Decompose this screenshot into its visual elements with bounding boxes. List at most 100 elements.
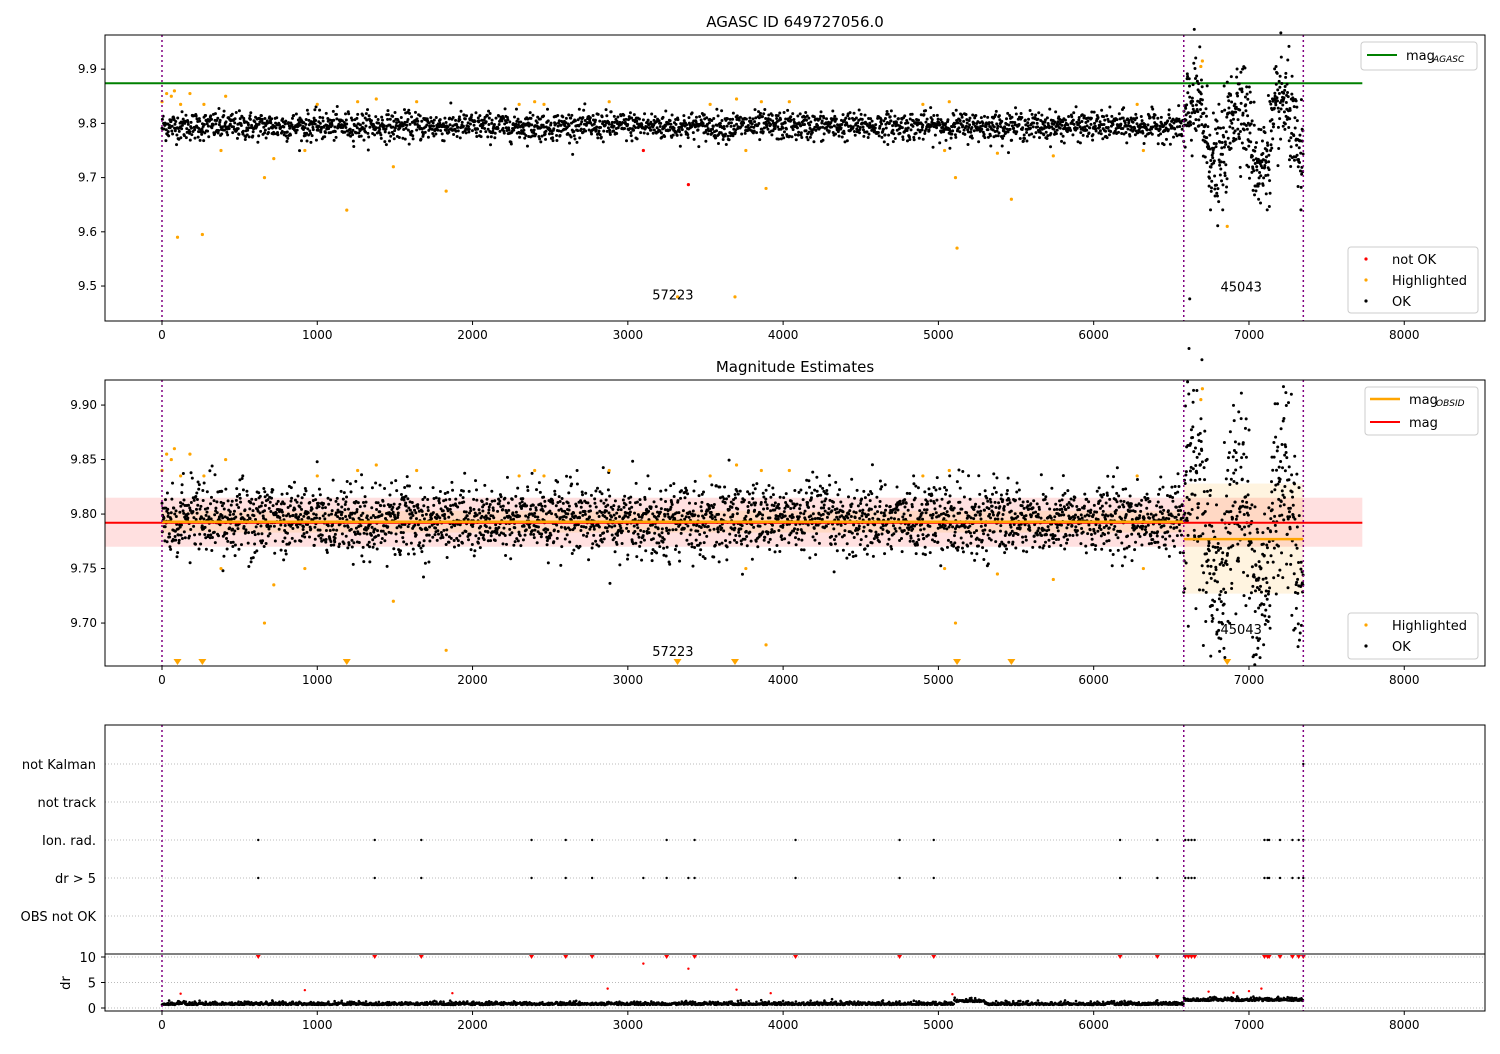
ok-point	[589, 509, 592, 512]
ok-point	[1223, 109, 1226, 112]
ok-point	[792, 128, 795, 131]
ok-point	[354, 480, 357, 483]
ok-point	[608, 511, 611, 514]
ok-point	[770, 133, 773, 136]
ok-point	[655, 551, 658, 554]
ok-point	[413, 524, 416, 527]
ok-point	[705, 513, 708, 516]
ok-point	[360, 473, 363, 476]
ok-point	[712, 125, 715, 128]
ok-point	[371, 526, 374, 529]
ok-point	[591, 542, 594, 545]
ok-point	[783, 111, 786, 114]
ok-point	[268, 507, 271, 510]
ok-point	[1276, 164, 1279, 167]
ok-point	[347, 112, 350, 115]
ok-point	[517, 539, 520, 542]
ok-point	[691, 111, 694, 114]
ok-point	[636, 526, 639, 529]
ok-point	[522, 538, 525, 541]
ok-point	[731, 513, 734, 516]
ok-point	[291, 124, 294, 127]
ok-point	[293, 481, 296, 484]
ok-point	[542, 114, 545, 117]
ok-point	[494, 132, 497, 135]
ok-point	[593, 497, 596, 500]
ok-point	[217, 534, 220, 537]
ok-point	[249, 517, 252, 520]
ok-point	[1188, 96, 1191, 99]
ok-point	[717, 114, 720, 117]
ok-point	[439, 118, 442, 121]
ok-point	[552, 127, 555, 130]
ok-point	[402, 540, 405, 543]
ok-point	[380, 541, 383, 544]
ok-point	[559, 500, 562, 503]
ok-point	[269, 501, 272, 504]
ok-point	[638, 545, 641, 548]
ok-point	[500, 119, 503, 122]
ok-point	[688, 502, 691, 505]
ok-point	[487, 123, 490, 126]
ok-point	[567, 491, 570, 494]
ok-point	[436, 529, 439, 532]
ok-point	[734, 496, 737, 499]
ok-point	[197, 488, 200, 491]
ok-point	[1284, 122, 1287, 125]
ok-point	[259, 511, 262, 514]
ok-point	[685, 515, 688, 518]
ok-point	[763, 108, 766, 111]
ok-point	[178, 539, 181, 542]
ok-point	[216, 511, 219, 514]
ok-point	[591, 547, 594, 550]
ok-point	[950, 137, 953, 140]
ok-point	[355, 117, 358, 120]
ok-point	[388, 493, 391, 496]
ok-point	[678, 551, 681, 554]
ok-point	[579, 529, 582, 532]
ok-point	[199, 542, 202, 545]
ok-point	[167, 130, 170, 133]
ok-point	[1090, 117, 1093, 120]
ok-point	[629, 111, 632, 114]
ok-point	[1118, 112, 1121, 115]
ok-point	[578, 516, 581, 519]
ok-point	[1250, 122, 1253, 125]
ok-point	[683, 527, 686, 530]
ok-point	[1227, 145, 1230, 148]
ok-point	[1197, 82, 1200, 85]
ok-point	[317, 502, 320, 505]
ok-point	[423, 496, 426, 499]
ok-point	[470, 114, 473, 117]
ok-point	[351, 119, 354, 122]
ok-point	[486, 135, 489, 138]
ok-point	[789, 115, 792, 118]
ok-point	[613, 115, 616, 118]
ok-point	[204, 526, 207, 529]
ok-point	[502, 505, 505, 508]
ok-point	[195, 115, 198, 118]
ok-point	[703, 113, 706, 116]
ok-point	[211, 536, 214, 539]
ok-point	[725, 143, 728, 146]
ok-point	[613, 537, 616, 540]
ok-point	[840, 126, 843, 129]
ok-point	[362, 139, 365, 142]
panel1-title: AGASC ID 649727056.0	[706, 13, 884, 31]
ok-point	[980, 116, 983, 119]
ok-point	[233, 121, 236, 124]
ok-point	[383, 487, 386, 490]
ok-point	[493, 136, 496, 139]
ok-point	[686, 525, 689, 528]
ok-point	[1093, 111, 1096, 114]
ok-point	[1227, 99, 1230, 102]
ok-point	[210, 549, 213, 552]
ok-point	[191, 477, 194, 480]
ok-point	[210, 517, 213, 520]
ok-point	[728, 508, 731, 511]
ok-point	[238, 133, 241, 136]
ok-point	[299, 540, 302, 543]
ok-point	[1220, 179, 1223, 182]
ok-point	[265, 136, 268, 139]
